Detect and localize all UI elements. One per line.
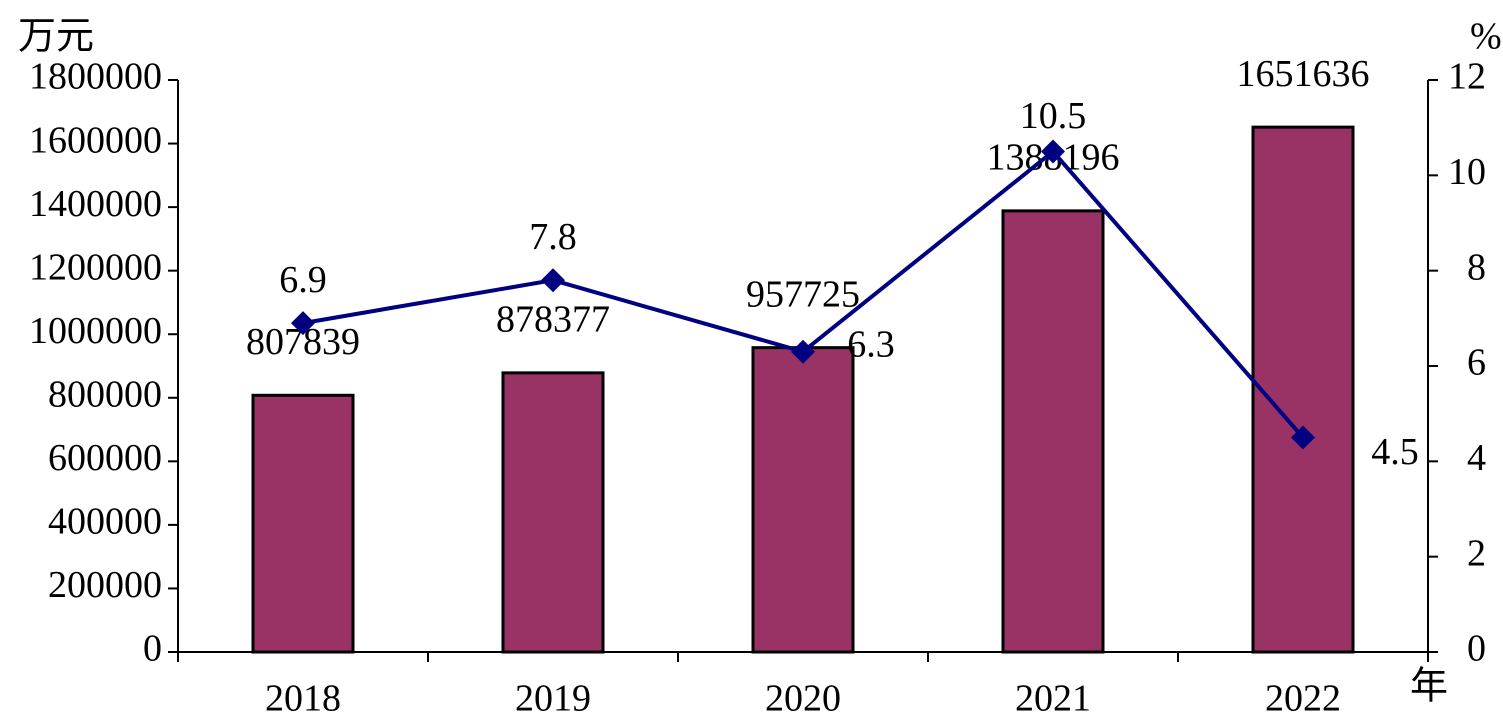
bar-value-label: 957725 <box>746 273 860 315</box>
line-marker <box>541 268 565 293</box>
line-marker <box>291 311 315 336</box>
y-tick-label: 1000000 <box>29 310 162 352</box>
y2-tick-label: 0 <box>1467 628 1486 670</box>
line-marker <box>791 339 815 364</box>
y2-tick-label: 6 <box>1467 342 1486 384</box>
line-value-label: 7.8 <box>529 216 577 258</box>
x-axis-title: 年 <box>1410 664 1448 708</box>
x-tick-label: 2018 <box>265 678 341 720</box>
y-tick-label: 0 <box>143 628 162 670</box>
y-tick-label: 1800000 <box>29 56 162 98</box>
y-tick-label: 400000 <box>48 501 162 543</box>
bar-value-label: 878377 <box>496 299 610 341</box>
y2-tick-label: 10 <box>1448 151 1486 193</box>
x-tick-label: 2021 <box>1015 678 1091 720</box>
y-tick-label: 800000 <box>48 373 162 415</box>
x-tick-label: 2019 <box>515 678 591 720</box>
y-axis-title: 万元 <box>18 14 94 58</box>
line-marker <box>1041 139 1065 164</box>
bar <box>751 346 855 654</box>
y-tick-label: 1400000 <box>29 183 162 225</box>
y-tick-label: 1600000 <box>29 119 162 161</box>
line-value-label: 6.3 <box>847 323 895 365</box>
x-tick-label: 2020 <box>765 678 841 720</box>
x-tick-label: 2022 <box>1265 678 1341 720</box>
line-value-label: 4.5 <box>1371 431 1419 473</box>
y2-tick-label: 8 <box>1467 246 1486 288</box>
y-tick-label: 200000 <box>48 564 162 606</box>
bar <box>251 393 355 654</box>
bar-value-label: 1651636 <box>1237 53 1370 95</box>
bar <box>501 371 605 654</box>
y2-tick-label: 2 <box>1467 532 1486 574</box>
line-marker <box>1291 425 1315 450</box>
bar <box>1251 125 1355 654</box>
y2-tick-label: 12 <box>1448 56 1486 98</box>
y2-axis-title: % <box>1470 16 1502 58</box>
line-value-label: 6.9 <box>279 259 327 301</box>
line-value-label: 10.5 <box>1020 95 1087 137</box>
bar <box>1001 209 1105 654</box>
y-tick-label: 600000 <box>48 437 162 479</box>
y-tick-label: 1200000 <box>29 246 162 288</box>
y2-tick-label: 4 <box>1467 437 1486 479</box>
